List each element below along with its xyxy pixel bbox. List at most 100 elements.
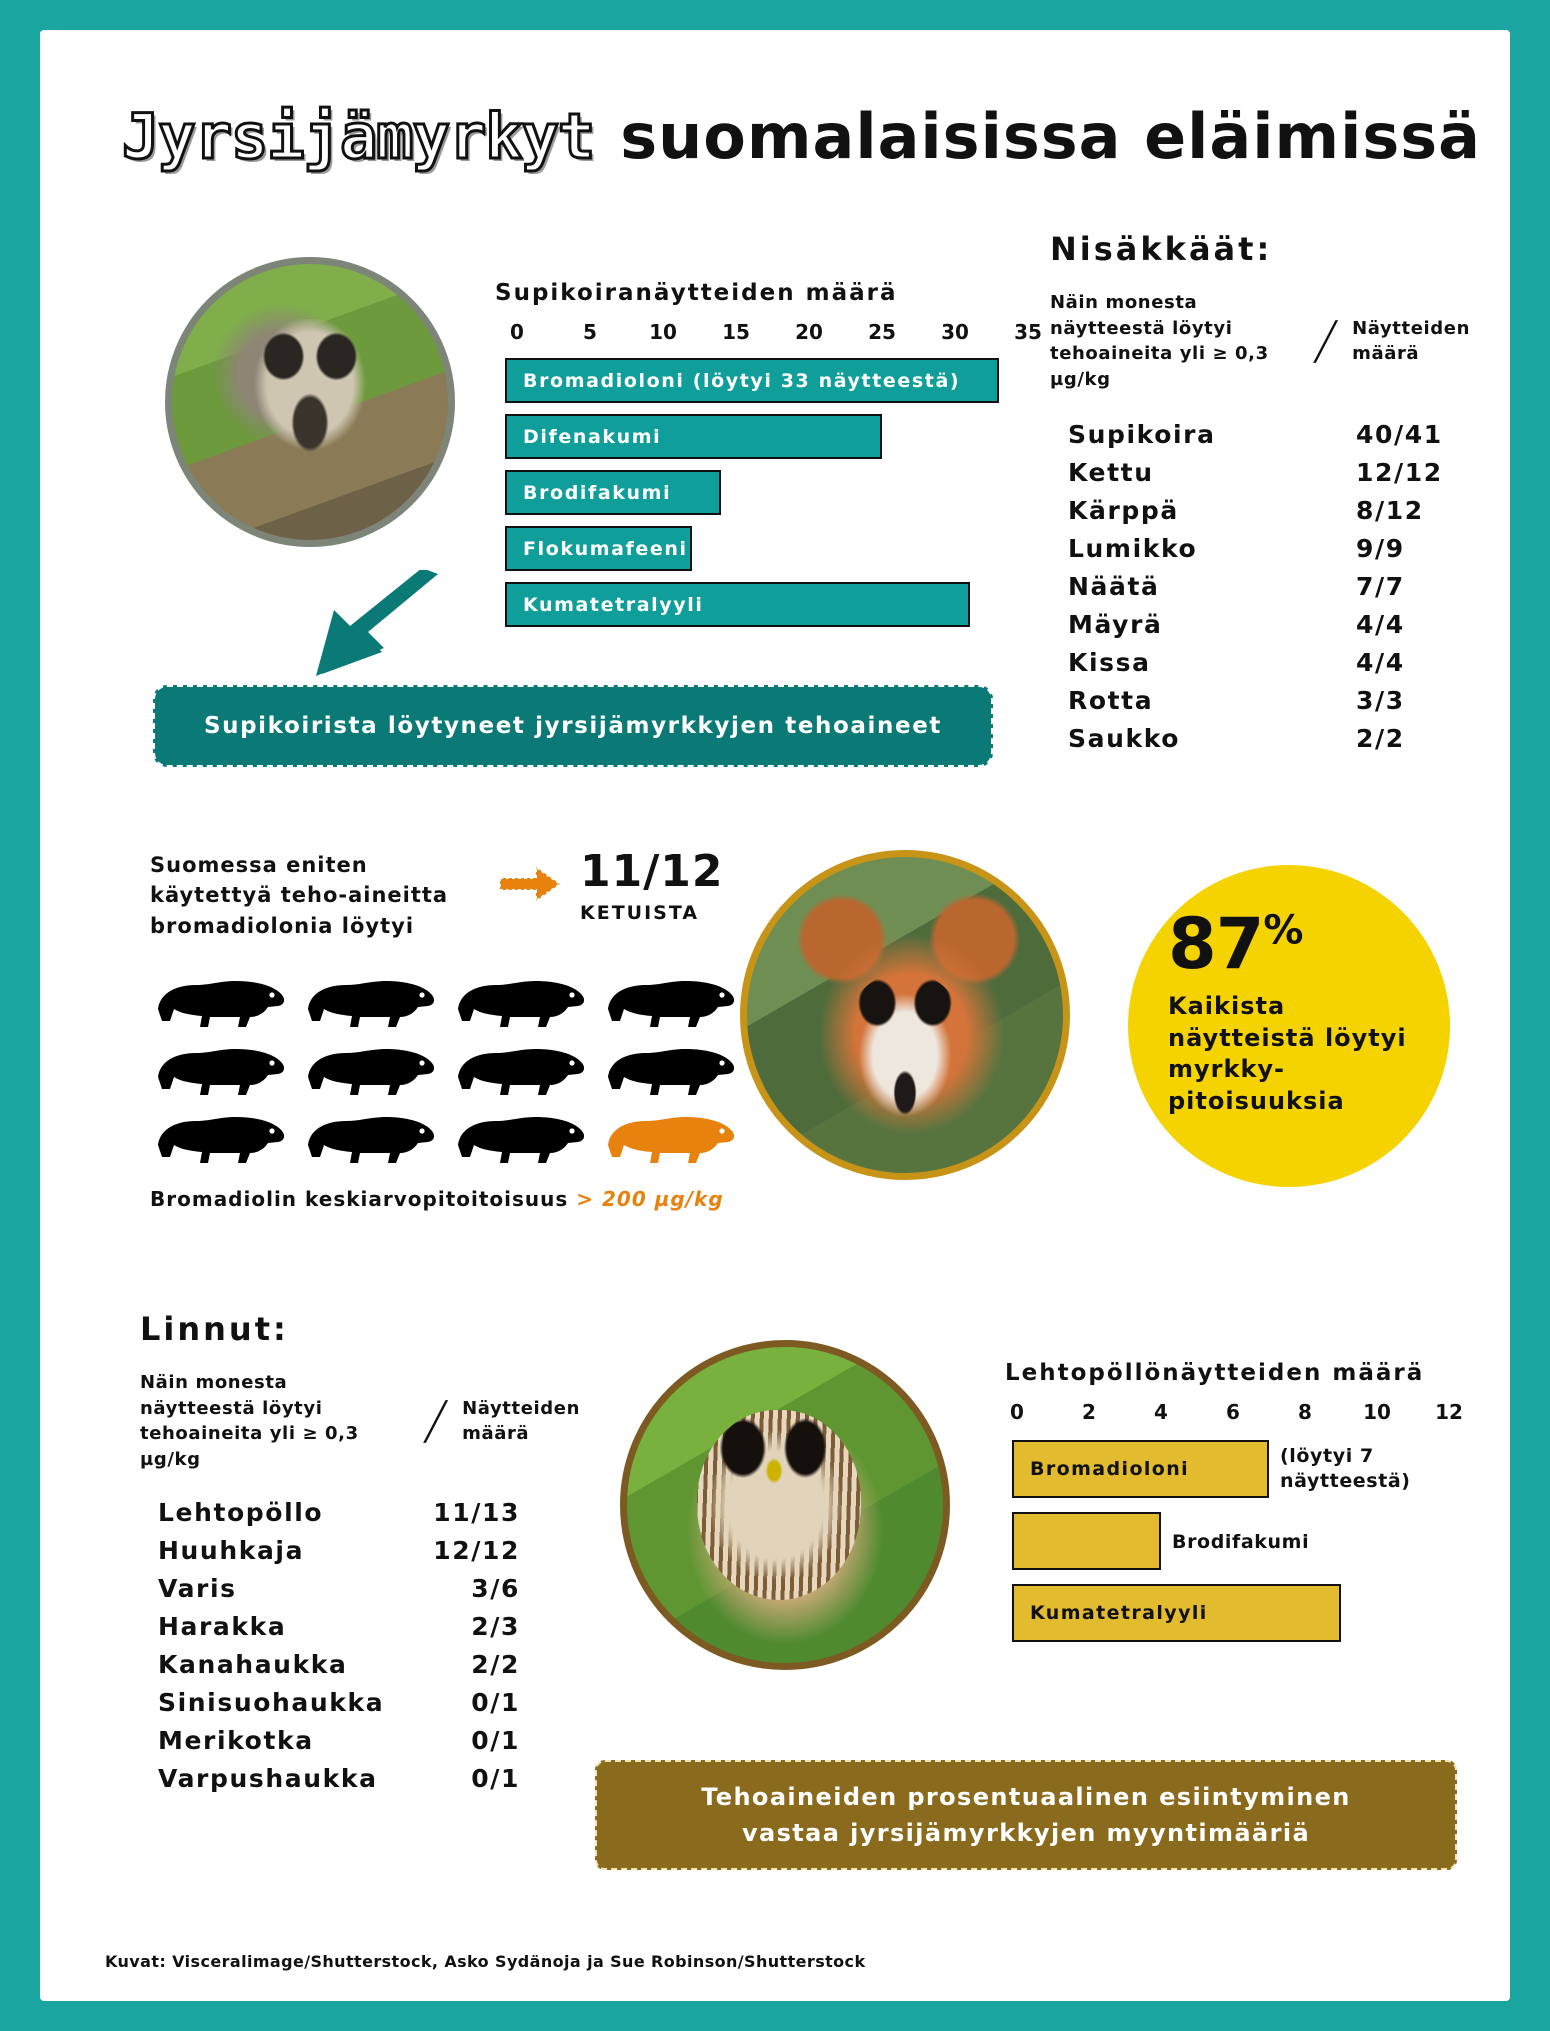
fox-fraction-sub: KETUISTA <box>580 902 700 924</box>
raccoon-callout-text: Supikoirista löytyneet jyrsijämyrkkyjen … <box>203 713 942 739</box>
mammal-value: 12/12 <box>1356 458 1443 488</box>
badger-icon-wrapper <box>600 1039 740 1101</box>
birds-heading: Linnut: <box>140 1310 289 1348</box>
badger-row <box>150 971 750 1033</box>
mammal-name: Kissa <box>1068 648 1151 678</box>
badger-icon-wrapper <box>150 1107 290 1169</box>
axis-tick: 4 <box>1154 1400 1168 1424</box>
axis-tick: 25 <box>868 320 896 344</box>
mammal-value: 4/4 <box>1356 610 1405 640</box>
badger-icon-wrapper <box>150 971 290 1033</box>
mammal-name: Kärppä <box>1068 496 1179 526</box>
owl-bar-chart: Lehtopöllönäytteiden määrä 0 2 4 6 8 10 12 Bro… <box>1005 1360 1475 1646</box>
birds-list: Lehtopöllo 11/13 Huuhkaja 12/12 Varis 3/6 Hara… <box>140 1498 580 1793</box>
bird-row: Varpushaukka 0/1 <box>140 1764 580 1793</box>
axis-tick: 5 <box>583 320 597 344</box>
chart-bar-row: Kumatetralyyli <box>495 582 1055 630</box>
chart-bar-label: Bromadioloni <box>1030 1458 1190 1480</box>
mammals-legend: Näin monesta näytteestä löytyi tehoainei… <box>1050 290 1470 392</box>
badger-icon <box>308 981 435 1028</box>
axis-tick: 8 <box>1298 1400 1312 1424</box>
owl-face <box>696 1410 861 1600</box>
bird-name: Varpushaukka <box>158 1764 378 1794</box>
chart-bar-label: Difenakumi <box>523 425 662 448</box>
birds-legend: Näin monesta näytteestä löytyi tehoainei… <box>140 1370 580 1472</box>
chart-bar: Bromadioloni <box>1012 1440 1269 1498</box>
mammal-row: Mäyrä 4/4 <box>1050 610 1470 639</box>
mammal-value: 7/7 <box>1356 572 1405 602</box>
axis-tick: 12 <box>1435 1400 1463 1424</box>
badger-icon-wrapper <box>450 1039 590 1101</box>
bird-row: Sinisuohaukka 0/1 <box>140 1688 580 1717</box>
mammals-list: Supikoira 40/41 Kettu 12/12 Kärppä 8/12 Lumikk… <box>1050 420 1470 753</box>
mammal-value: 40/41 <box>1356 420 1443 450</box>
bird-row: Huuhkaja 12/12 <box>140 1536 580 1565</box>
bird-value: 11/13 <box>433 1498 520 1528</box>
bottom-banner-line2: vastaa jyrsijämyrkkyjen myyntimääriä <box>741 1819 1311 1847</box>
badger-icon-wrapper <box>600 1107 740 1169</box>
chart-bar <box>1012 1512 1161 1570</box>
infographic-page: Jyrsijämyrkyt suomalaisissa eläimissä Su… <box>40 30 1510 2001</box>
badger-icon-wrapper <box>300 1107 440 1169</box>
mammal-row: Kärppä 8/12 <box>1050 496 1470 525</box>
fox-fraction: 11/12 <box>580 846 724 897</box>
mammal-row: Supikoira 40/41 <box>1050 420 1470 449</box>
chart-bar: Kumatetralyyli <box>505 582 970 627</box>
bird-value: 0/1 <box>471 1764 520 1794</box>
bird-value: 12/12 <box>433 1536 520 1566</box>
axis-tick: 20 <box>795 320 823 344</box>
bird-value: 2/3 <box>471 1612 520 1642</box>
axis-tick: 35 <box>1014 320 1042 344</box>
chart-bar-note: (löytyi 7 näytteestä) <box>1280 1445 1411 1492</box>
percent-value: 87 <box>1168 903 1264 985</box>
avg-concentration-value: > 200 µg/kg <box>576 1187 724 1212</box>
badger-icon-wrapper <box>150 1039 290 1101</box>
bird-row: Kanahaukka 2/2 <box>140 1650 580 1679</box>
chart-bar-label: Kumatetralyyli <box>523 593 704 616</box>
mammals-heading: Nisäkkäät: <box>1050 230 1273 268</box>
fox-stat-text: Suomessa eniten käytettyä teho-aineitta … <box>150 853 449 938</box>
owl-photo <box>620 1340 950 1670</box>
bottom-banner-line1: Tehoaineiden prosentuaalinen esiintymine… <box>701 1783 1351 1811</box>
badger-icon <box>458 1049 585 1096</box>
raccoon-face <box>243 319 377 463</box>
axis-tick: 15 <box>722 320 750 344</box>
mammals-legend-right: Näytteiden määrä <box>1352 317 1470 365</box>
axis-tick: 10 <box>1363 1400 1391 1424</box>
tukes-logo: tukes <box>1215 1905 1443 1994</box>
badger-icon <box>308 1117 435 1164</box>
chart-bar-row: Difenakumi <box>495 414 1055 462</box>
arrow-icon <box>316 570 438 676</box>
badger-icon-wrapper <box>300 971 440 1033</box>
axis-tick: 0 <box>1010 1400 1024 1424</box>
chart-bar-row: Bromadioloni (löytyi 33 näytteestä) <box>495 358 1055 406</box>
axis-tick: 2 <box>1082 1400 1096 1424</box>
slash-icon: / <box>420 1391 451 1452</box>
mammal-row: Saukko 2/2 <box>1050 724 1470 753</box>
percent-unit: % <box>1263 907 1303 954</box>
badger-icon-wrapper <box>600 971 740 1033</box>
chart-bar-row: Brodifakumi <box>1005 1512 1475 1574</box>
badger-icon-wrapper <box>450 1107 590 1169</box>
chart-bar: Bromadioloni (löytyi 33 näytteestä) <box>505 358 999 403</box>
bird-name: Merikotka <box>158 1726 314 1756</box>
fox-fraction-block: 11/12 KETUISTA <box>580 846 724 925</box>
axis-tick: 6 <box>1226 1400 1240 1424</box>
badger-icon <box>608 1049 735 1096</box>
mammal-name: Mäyrä <box>1068 610 1163 640</box>
title-word-outline: Jyrsijämyrkyt <box>120 99 596 175</box>
raccoon-bar-chart: Supikoiranäytteiden määrä 0 5 10 15 20 25 30 35… <box>495 280 1055 630</box>
axis-tick: 0 <box>510 320 524 344</box>
badger-icon <box>608 1117 735 1164</box>
chart-bar-row: Kumatetralyyli <box>1005 1584 1475 1646</box>
bird-row: Merikotka 0/1 <box>140 1726 580 1755</box>
fox-stat-row: Suomessa eniten käytettyä teho-aineitta … <box>150 850 750 941</box>
mammal-name: Näätä <box>1068 572 1160 602</box>
mammal-value: 4/4 <box>1356 648 1405 678</box>
raccoon-chart-axis: 0 5 10 15 20 25 30 35 <box>495 320 1055 350</box>
bird-row: Lehtopöllo 11/13 <box>140 1498 580 1527</box>
mammal-name: Saukko <box>1068 724 1181 754</box>
badger-icon <box>158 981 285 1028</box>
chart-bar: Kumatetralyyli <box>1012 1584 1341 1642</box>
percent-value-row: 87% <box>1168 909 1420 979</box>
